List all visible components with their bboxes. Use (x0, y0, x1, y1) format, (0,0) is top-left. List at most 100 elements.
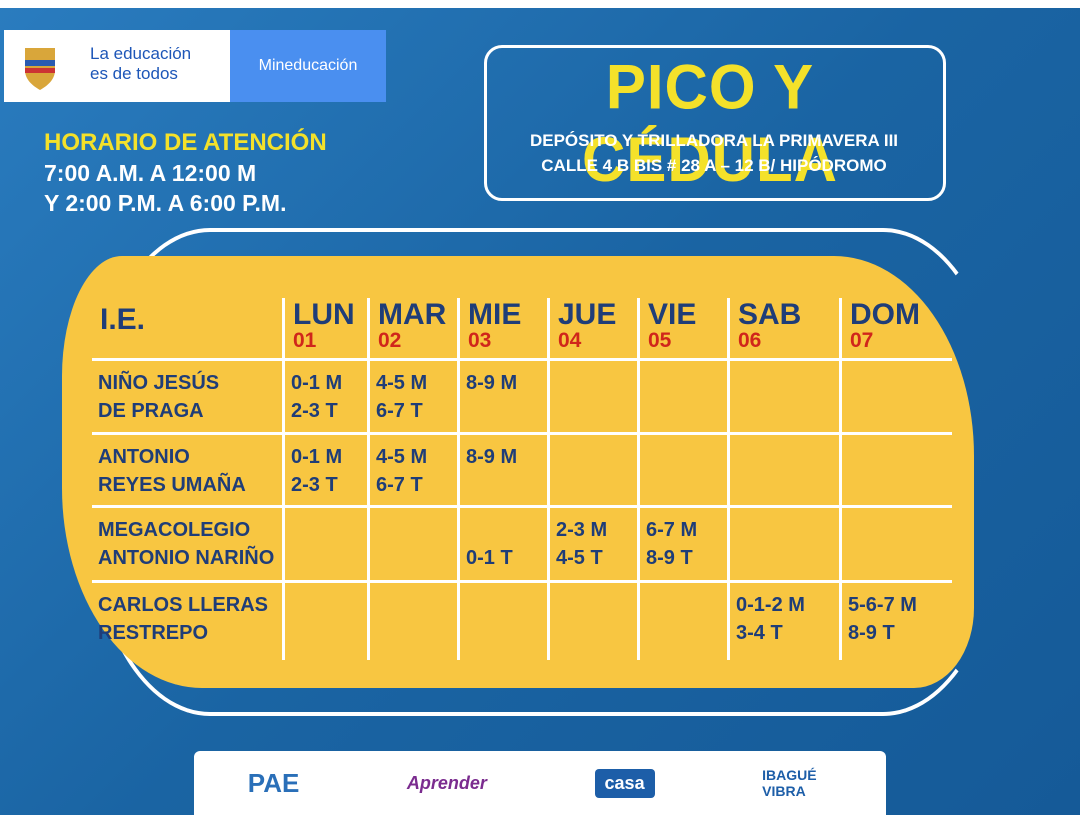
title: PICO Y CÉDULA (582, 51, 838, 195)
schedule-line: 0-1 M (291, 372, 343, 394)
schedule-cell (727, 358, 839, 432)
schedule-cell: 0-1-2 M 3-4 T (727, 580, 839, 660)
schedule-cell (282, 505, 367, 580)
subtitle-line: CALLE 4 B BIS # 28 A – 12 B/ HIPÓDROMO (541, 156, 887, 175)
day-number: 07 (850, 329, 874, 352)
schedule-cell (839, 432, 952, 505)
hours: HORARIO DE ATENCIÓN 7:00 A.M. A 12:00 M … (44, 128, 327, 218)
day-number: 02 (378, 329, 402, 352)
schedule-cell: 0-1 M 2-3 T (282, 358, 367, 432)
ministry: Mineducación (230, 30, 386, 102)
day-number: 03 (468, 329, 492, 352)
schedule-cell (367, 505, 457, 580)
schedule-cell (839, 358, 952, 432)
schedule-cell (547, 432, 637, 505)
day-name: MAR (378, 298, 447, 331)
schedule-cell: 0-1 M 2-3 T (282, 432, 367, 505)
school-name: ANTONIO REYES UMAÑA (92, 432, 282, 505)
schedule-cell (839, 505, 952, 580)
strip (0, 0, 1080, 8)
schedule-cell (727, 432, 839, 505)
day-name: MIE (468, 298, 522, 331)
schedule-line: 4-5 M (376, 372, 428, 394)
schedule-line: 8-9 M (466, 372, 518, 394)
day-header: MIE 03 (457, 298, 547, 358)
schedule-cell: 2-3 M 4-5 T (547, 505, 637, 580)
schedule-cell (547, 358, 637, 432)
school-name-line: REYES UMAÑA (98, 474, 246, 496)
schedule-line: 2-3 M (556, 519, 608, 541)
schedule-line: 8-9 T (646, 547, 693, 569)
schedule-cell (727, 505, 839, 580)
schedule-table: I.E. LUN 01 MAR 02 MIE 03 JUE 04 VIE 05 SAB 06 DOM 07 N… (92, 298, 952, 660)
schedule-cell: 4-5 M 6-7 T (367, 358, 457, 432)
day-name: VIE (648, 298, 697, 331)
day-name: LUN (293, 298, 355, 331)
school-name-line: ANTONIO NARIÑO (98, 547, 275, 569)
school-name-line: ANTONIO (98, 446, 190, 468)
schedule-cell (637, 580, 727, 660)
schedule-line: 8-9 M (466, 446, 518, 468)
day-header: JUE 04 (547, 298, 637, 358)
schedule-cell: 4-5 M 6-7 T (367, 432, 457, 505)
day-number: 04 (558, 329, 582, 352)
day-name: SAB (738, 298, 802, 331)
schedule-cell (282, 580, 367, 660)
school-name-line: RESTREPO (98, 622, 209, 644)
day-number: 06 (738, 329, 762, 352)
corner-header: I.E. (100, 303, 146, 336)
logo-text: La educación es de todos (76, 30, 230, 102)
day-number: 05 (648, 329, 672, 352)
schedule-cell (367, 580, 457, 660)
school-name-line: MEGACOLEGIO (98, 519, 251, 541)
hours-title: HORARIO DE ATENCIÓN (44, 129, 327, 156)
day-header: SAB 06 (727, 298, 839, 358)
table-bg (62, 256, 974, 688)
logo-pae: PAE (247, 767, 300, 798)
schedule-cell: 5-6-7 M 8-9 T (839, 580, 952, 660)
school-name-line: DE PRAGA (98, 400, 204, 422)
shield-icon (25, 48, 55, 90)
subtitle: DEPÓSITO Y TRILLADORA LA PRIMAVERA III C… (484, 128, 944, 178)
logo-ibague: IBAGUÉ VIBRA (762, 767, 817, 799)
schedule-cell (637, 432, 727, 505)
hours-line: 7:00 A.M. A 12:00 M (44, 160, 257, 186)
logo-line: es de todos (90, 64, 178, 83)
logo-casa: casa (594, 768, 655, 798)
schedule-line: 6-7 M (646, 519, 698, 541)
schedule-cell (547, 580, 637, 660)
school-name-line: CARLOS LLERAS (98, 594, 268, 616)
header-logo: La educación es de todos Mineducación (4, 30, 386, 102)
day-number: 01 (293, 329, 317, 352)
title-frame (484, 45, 946, 201)
shield (4, 30, 76, 102)
schedule-line: 3-4 T (736, 622, 783, 644)
schedule-line: 6-7 T (376, 474, 423, 496)
schedule-line: 0-1 M (291, 446, 343, 468)
subtitle-line: DEPÓSITO Y TRILLADORA LA PRIMAVERA III (529, 131, 899, 150)
logo-line: La educación (90, 44, 192, 63)
schedule-cell (637, 358, 727, 432)
day-name: DOM (850, 298, 920, 331)
day-header: MAR 02 (367, 298, 457, 358)
schedule-line: 0-1 T (466, 547, 513, 569)
logo-aprender: Aprender (406, 772, 487, 793)
schedule-line: 2-3 T (291, 474, 338, 496)
schedule-line: 4-5 M (376, 446, 428, 468)
schedule-cell: 6-7 M 8-9 T (637, 505, 727, 580)
school-name: NIÑO JESÚS DE PRAGA (92, 358, 282, 432)
day-header: VIE 05 (637, 298, 727, 358)
schedule-cell: 0-1 T (457, 505, 547, 580)
schedule-line: 0-1-2 M (736, 594, 805, 616)
schedule-cell: 8-9 M (457, 432, 547, 505)
schedule-line: 2-3 T (291, 400, 338, 422)
hours-line: Y 2:00 P.M. A 6:00 P.M. (44, 190, 287, 216)
schedule-line: 5-6-7 M (848, 594, 917, 616)
school-name: CARLOS LLERAS RESTREPO (92, 580, 282, 660)
schedule-line: 4-5 T (556, 547, 603, 569)
schedule-cell: 8-9 M (457, 358, 547, 432)
footer-logos: PAE Aprender casa IBAGUÉ VIBRA (194, 751, 886, 815)
day-header: DOM 07 (839, 298, 952, 358)
day-name: JUE (558, 298, 617, 331)
